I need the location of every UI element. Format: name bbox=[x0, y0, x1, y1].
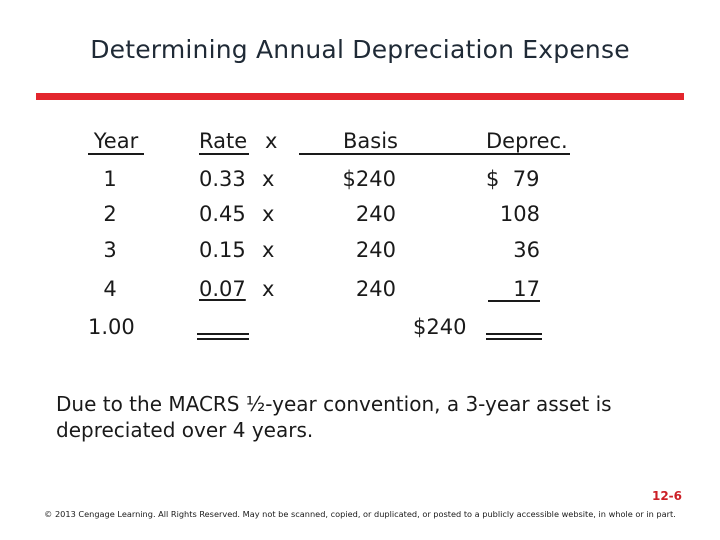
row-4-x: x bbox=[262, 277, 275, 301]
row-2-deprec: 108 bbox=[499, 202, 540, 226]
header-rate: Rate bbox=[199, 129, 248, 153]
row-4-deprec: 17 bbox=[513, 277, 540, 301]
title-divider bbox=[36, 93, 684, 100]
row-3-basis: 240 bbox=[355, 238, 396, 262]
row-4-rate: 0.07 bbox=[199, 277, 246, 301]
header-basis: Basis bbox=[343, 129, 398, 153]
header-year-underline bbox=[88, 153, 144, 155]
row-3-x: x bbox=[262, 238, 275, 262]
row-1-x: x bbox=[262, 167, 275, 191]
row-4-basis: 240 bbox=[355, 277, 396, 301]
macrs-note: Due to the MACRS ½-year convention, a 3-… bbox=[56, 392, 612, 442]
row-1-year: 1 bbox=[103, 167, 117, 191]
row-1-rate: 0.33 bbox=[199, 167, 246, 191]
row-4-year: 4 bbox=[103, 277, 117, 301]
row-2-basis: 240 bbox=[355, 202, 396, 226]
slide-title: Determining Annual Depreciation Expense bbox=[90, 35, 630, 64]
row-2-year: 2 bbox=[103, 202, 117, 226]
rate-total-double-underline bbox=[197, 333, 249, 340]
row-1-basis: $240 bbox=[342, 167, 396, 191]
row-2-rate: 0.45 bbox=[199, 202, 246, 226]
page-number: 12-6 bbox=[651, 489, 682, 503]
header-year: Year bbox=[93, 129, 139, 153]
row-3-year: 3 bbox=[103, 238, 117, 262]
total-year: 1.00 bbox=[88, 315, 135, 339]
row-3-deprec: 36 bbox=[513, 238, 540, 262]
copyright-footer: © 2013 Cengage Learning. All Rights Rese… bbox=[44, 509, 676, 519]
header-basis-deprec-underline bbox=[299, 153, 570, 155]
total-deprec: $240 bbox=[413, 315, 467, 339]
header-x: x bbox=[265, 129, 278, 153]
header-rate-underline bbox=[199, 153, 249, 155]
row-4-deprec-underline bbox=[488, 300, 540, 302]
deprec-total-double-underline bbox=[486, 333, 542, 340]
row-3-rate: 0.15 bbox=[199, 238, 246, 262]
row-1-deprec: $ 79 bbox=[486, 167, 540, 191]
row-2-x: x bbox=[262, 202, 275, 226]
header-deprec: Deprec. bbox=[486, 129, 568, 153]
